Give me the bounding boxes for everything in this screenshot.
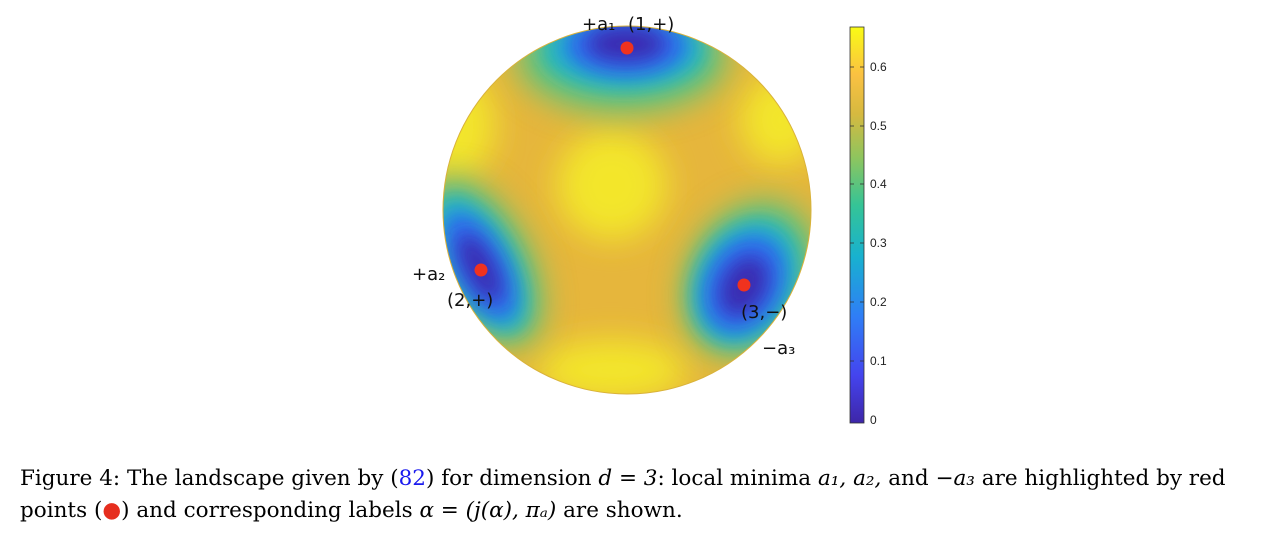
figure-caption: Figure 4: The landscape given by (82) fo… (20, 463, 1270, 527)
dimension-equation: d = 3 (598, 466, 658, 491)
caption-text: : local minima (657, 466, 818, 491)
alpha-label-a1: (1,+) (628, 14, 674, 35)
minimum-marker-neg-a3 (737, 278, 751, 292)
caption-text: are highlighted by red points ( (20, 466, 1226, 523)
red-dot-icon: ● (102, 498, 122, 523)
caption-text: are shown. (556, 498, 683, 523)
colorbar-tick-label: 0.1 (870, 354, 887, 368)
colorbar-tick-label: 0.4 (870, 177, 887, 191)
colorbar-tick-label: 0 (870, 413, 877, 427)
minimum-marker-a2 (474, 263, 488, 277)
caption-text: ) for dimension (425, 466, 599, 491)
caption-text: and (881, 466, 936, 491)
alpha-label-a2: (2,+) (447, 290, 493, 311)
disc-outline (442, 25, 812, 395)
minima-list: a₁, a₂, (817, 466, 882, 491)
figure-label: Figure 4: (20, 466, 121, 491)
caption-text: ) and corresponding labels (121, 498, 420, 523)
negative-a3: −a₃ (935, 466, 975, 491)
minimum-label-a1: +a₁ (582, 14, 615, 35)
colorbar-tick-label: 0.5 (870, 119, 887, 133)
alpha-label-neg-a3: (3,−) (741, 302, 787, 323)
colorbar-tick-label: 0.6 (870, 60, 887, 74)
caption-text: The landscape given by ( (127, 466, 399, 491)
colorbar: 0.6 0.5 0.4 0.3 0.2 0.1 0 (849, 26, 887, 427)
minimum-label-a2: +a₂ (412, 264, 445, 285)
colorbar-gradient (849, 26, 865, 424)
colorbar-tick-label: 0.2 (870, 295, 887, 309)
figure-canvas: +a₁ (1,+) +a₂ (2,+) (3,−) −a₃ 0.6 0.5 0.… (412, 14, 887, 427)
minimum-marker-a1 (620, 41, 634, 55)
alpha-equation: α = (j(α), πₐ) (419, 498, 557, 523)
equation-reference-link[interactable]: 82 (398, 466, 426, 491)
minimum-label-neg-a3: −a₃ (762, 338, 795, 359)
colorbar-tick-label: 0.3 (870, 236, 887, 250)
